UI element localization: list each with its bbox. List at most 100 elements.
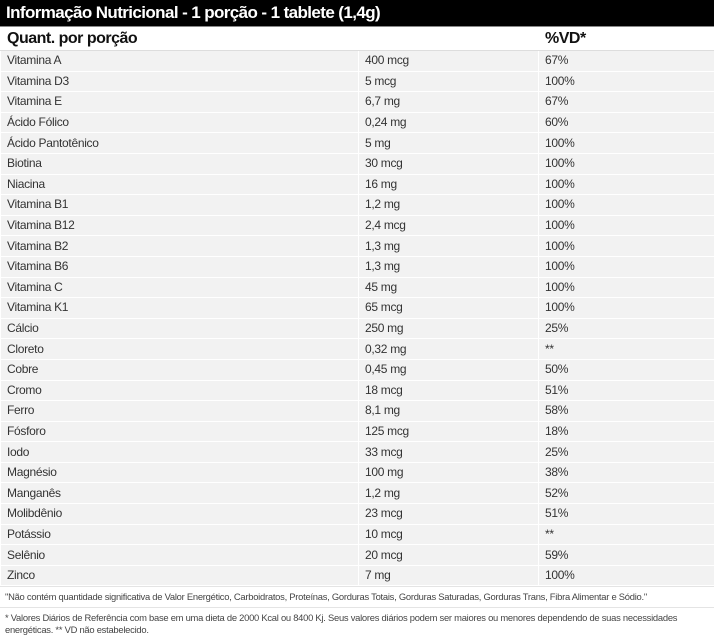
nutrient-name: Cobre xyxy=(0,358,359,381)
nutrient-vd: 25% xyxy=(538,441,714,463)
nutrient-name: Vitamina B12 xyxy=(0,214,359,237)
nutrient-vd: 67% xyxy=(538,91,714,113)
nutrient-name: Ácido Pantotênico xyxy=(0,132,359,154)
nutrient-amount: 10 mcg xyxy=(357,523,540,546)
nutrient-amount: 1,3 mg xyxy=(357,235,540,257)
nutrient-vd: 67% xyxy=(538,50,714,72)
table-row: Iodo 33 mcg 25% xyxy=(0,441,714,463)
nutrient-vd: 25% xyxy=(538,317,714,340)
nutrient-amount: 6,7 mg xyxy=(357,91,540,113)
nutrient-amount: 7 mg xyxy=(357,564,540,587)
table-row: Cálcio 250 mg 25% xyxy=(0,317,714,340)
nutrient-vd: 100% xyxy=(538,70,714,93)
table-row: Ferro 8,1 mg 58% xyxy=(0,400,714,422)
nutrient-amount: 5 mg xyxy=(357,132,540,154)
nutrient-vd: 50% xyxy=(538,358,714,381)
nutrient-amount: 45 mg xyxy=(357,276,540,299)
table-row: Biotina 30 mcg 100% xyxy=(0,152,714,175)
nutrient-name: Vitamina C xyxy=(0,276,359,299)
nutrient-name: Ferro xyxy=(0,400,359,422)
nutrient-vd: 100% xyxy=(538,152,714,175)
nutrient-amount: 250 mg xyxy=(357,317,540,340)
nutrient-amount: 1,2 mg xyxy=(357,194,540,216)
table-row: Vitamina K1 65 mcg 100% xyxy=(0,297,714,319)
nutrient-name: Potássio xyxy=(0,523,359,546)
table-row: Vitamina B2 1,3 mg 100% xyxy=(0,235,714,257)
table-row: Vitamina B6 1,3 mg 100% xyxy=(0,255,714,278)
table-row: Magnésio 100 mg 38% xyxy=(0,461,714,484)
nutrient-name: Vitamina K1 xyxy=(0,297,359,319)
nutrient-amount: 20 mcg xyxy=(357,544,540,566)
table-row: Vitamina B1 1,2 mg 100% xyxy=(0,194,714,216)
table-row: Cromo 18 mcg 51% xyxy=(0,379,714,402)
nutrient-name: Iodo xyxy=(0,441,359,463)
nutrient-amount: 33 mcg xyxy=(357,441,540,463)
nutrient-vd: 52% xyxy=(538,482,714,505)
table-title: Informação Nutricional - 1 porção - 1 ta… xyxy=(0,0,714,27)
nutrient-amount: 65 mcg xyxy=(357,297,540,319)
nutrient-vd: 100% xyxy=(538,132,714,154)
nutrient-vd: 100% xyxy=(538,173,714,196)
header-vd: %VD* xyxy=(538,27,714,51)
nutrient-amount: 0,24 mg xyxy=(357,111,540,134)
nutrient-name: Vitamina A xyxy=(0,50,359,72)
nutrient-name: Cálcio xyxy=(0,317,359,340)
nutrient-vd: 58% xyxy=(538,400,714,422)
nutrient-name: Cromo xyxy=(0,379,359,402)
nutrient-name: Vitamina B6 xyxy=(0,255,359,278)
nutrient-name: Vitamina D3 xyxy=(0,70,359,93)
nutrient-vd: 59% xyxy=(538,544,714,566)
table-row: Vitamina B12 2,4 mcg 100% xyxy=(0,214,714,237)
nutrient-amount: 400 mcg xyxy=(357,50,540,72)
nutrient-name: Niacina xyxy=(0,173,359,196)
nutrient-amount: 100 mg xyxy=(357,461,540,484)
footnote-daily-values: * Valores Diários de Referência com base… xyxy=(0,607,714,639)
nutrient-vd: 100% xyxy=(538,276,714,299)
table-row: Potássio 10 mcg ** xyxy=(0,523,714,546)
nutrient-amount: 5 mcg xyxy=(357,70,540,93)
nutrient-name: Vitamina B2 xyxy=(0,235,359,257)
table-row: Ácido Fólico 0,24 mg 60% xyxy=(0,111,714,134)
nutrient-vd: 51% xyxy=(538,379,714,402)
table-row: Vitamina C 45 mg 100% xyxy=(0,276,714,299)
table-row: Zinco 7 mg 100% xyxy=(0,564,714,587)
nutrient-vd: 100% xyxy=(538,297,714,319)
nutrient-amount: 1,3 mg xyxy=(357,255,540,278)
nutrient-amount: 23 mcg xyxy=(357,503,540,525)
table-row: Cloreto 0,32 mg ** xyxy=(0,338,714,360)
nutrient-amount: 1,2 mg xyxy=(357,482,540,505)
nutrient-name: Vitamina B1 xyxy=(0,194,359,216)
nutrient-amount: 0,32 mg xyxy=(357,338,540,360)
nutrient-vd: ** xyxy=(538,523,714,546)
nutrient-vd: ** xyxy=(538,338,714,360)
table-row: Manganês 1,2 mg 52% xyxy=(0,482,714,505)
nutrient-amount: 16 mg xyxy=(357,173,540,196)
header-row: Quant. por porção %VD* xyxy=(0,27,714,51)
table-row: Vitamina D3 5 mcg 100% xyxy=(0,70,714,93)
nutrient-vd: 18% xyxy=(538,420,714,443)
table-row: Niacina 16 mg 100% xyxy=(0,173,714,196)
nutrient-name: Molibdênio xyxy=(0,503,359,525)
table-row: Molibdênio 23 mcg 51% xyxy=(0,503,714,525)
nutrient-vd: 100% xyxy=(538,255,714,278)
nutrient-name: Zinco xyxy=(0,564,359,587)
nutrient-name: Vitamina E xyxy=(0,91,359,113)
nutrient-name: Selênio xyxy=(0,544,359,566)
nutrient-name: Magnésio xyxy=(0,461,359,484)
nutrient-name: Biotina xyxy=(0,152,359,175)
table-row: Vitamina A 400 mcg 67% xyxy=(0,50,714,72)
nutrient-amount: 18 mcg xyxy=(357,379,540,402)
table-row: Ácido Pantotênico 5 mg 100% xyxy=(0,132,714,154)
table-row: Vitamina E 6,7 mg 67% xyxy=(0,91,714,113)
nutrient-name: Cloreto xyxy=(0,338,359,360)
nutrient-vd: 100% xyxy=(538,564,714,587)
nutrient-vd: 38% xyxy=(538,461,714,484)
nutrient-vd: 100% xyxy=(538,235,714,257)
nutrient-amount: 2,4 mcg xyxy=(357,214,540,237)
nutrient-amount: 125 mcg xyxy=(357,420,540,443)
nutrient-vd: 51% xyxy=(538,503,714,525)
header-quantity: Quant. por porção xyxy=(0,27,540,51)
nutrient-name: Manganês xyxy=(0,482,359,505)
nutrient-amount: 8,1 mg xyxy=(357,400,540,422)
